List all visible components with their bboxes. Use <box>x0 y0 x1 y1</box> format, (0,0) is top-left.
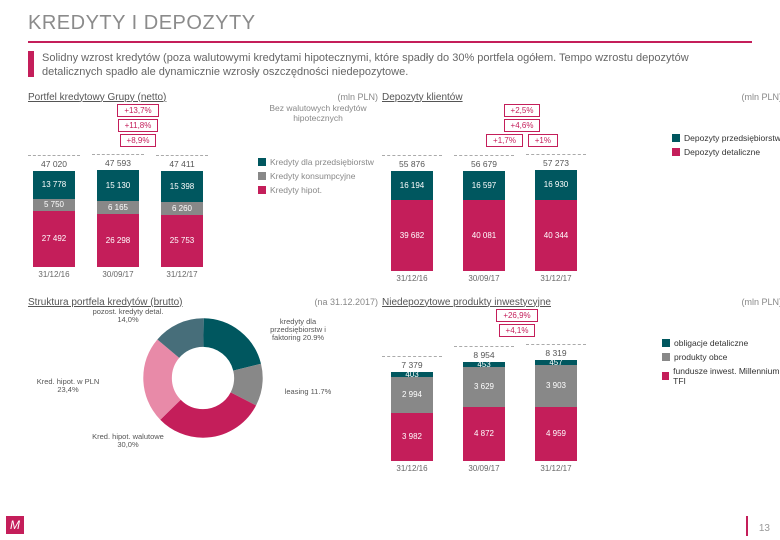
growth-badge: +1,7% <box>486 134 523 147</box>
growth-badge: +1% <box>528 134 558 147</box>
title-divider <box>28 41 752 43</box>
growth-badge: +26,9% <box>496 309 537 322</box>
bar-column: 47 41115 3986 26025 75331/12/17 <box>156 153 208 279</box>
nondep-section: Niedepozytowe produkty inwestycyjne (mln… <box>382 297 780 473</box>
legend-item: produkty obce <box>662 352 780 362</box>
bar-segment: 15 130 <box>97 170 139 201</box>
logo: M <box>6 516 24 534</box>
structure-title: Struktura portfela kredytów (brutto) <box>28 297 183 308</box>
loans-title: Portfel kredytowy Grupy (netto) <box>28 92 166 103</box>
bar-column: 57 27316 93040 34431/12/17 <box>526 152 586 283</box>
nondep-title: Niedepozytowe produkty inwestycyjne <box>382 297 551 308</box>
bar-segment: 15 398 <box>161 171 203 202</box>
bar-column: 55 87616 19439 68231/12/16 <box>382 153 442 283</box>
pie-label: kredyty dla przedsiębiorstw i faktoring … <box>258 318 338 343</box>
bullet-icon <box>28 51 34 77</box>
structure-section: Struktura portfela kredytów (brutto) (na… <box>28 297 378 473</box>
bar-segment: 6 165 <box>97 201 139 214</box>
corner-divider <box>746 516 748 536</box>
pie-label: Kred. hipot. w PLN 23,4% <box>28 378 108 395</box>
legend-item: Depozyty przedsiębiorstw <box>672 133 780 143</box>
bar-segment: 16 597 <box>463 171 505 200</box>
growth-badge: +13,7% <box>117 104 158 117</box>
unit: (mln PLN) <box>741 297 780 307</box>
bar-segment: 2 994 <box>391 377 433 413</box>
pie-label: leasing 11.7% <box>268 388 348 396</box>
bar-column: 7 3794032 9943 98231/12/16 <box>382 354 442 473</box>
bar-segment: 40 081 <box>463 200 505 271</box>
legend-item: Kredyty hipot. <box>258 185 378 195</box>
page-number: 13 <box>759 523 770 534</box>
donut-chart <box>143 318 263 438</box>
unit: (mln PLN) <box>337 92 378 102</box>
growth-badge: +4,1% <box>499 324 536 337</box>
legend-item: Kredyty dla przedsiębiorstw <box>258 157 378 167</box>
growth-badge: +2,5% <box>504 104 541 117</box>
comment: Bez walutowych kredytów hipotecznych <box>258 103 378 123</box>
bar-segment: 39 682 <box>391 200 433 271</box>
bar-segment: 16 194 <box>391 171 433 200</box>
bar-segment: 3 903 <box>535 365 577 407</box>
bar-segment: 25 753 <box>161 215 203 267</box>
loans-section: Portfel kredytowy Grupy (netto) (mln PLN… <box>28 92 378 283</box>
bar-segment: 6 260 <box>161 202 203 215</box>
growth-badge: +4,6% <box>504 119 541 132</box>
bar-column: 47 59315 1306 16526 29830/09/17 <box>92 152 144 279</box>
bar-segment: 13 778 <box>33 171 75 199</box>
bar-segment: 3 982 <box>391 413 433 461</box>
bar-segment: 3 629 <box>463 367 505 407</box>
legend-item: obligacje detaliczne <box>662 338 780 348</box>
bar-segment: 4 959 <box>535 407 577 461</box>
bar-column: 8 9544533 6294 87230/09/17 <box>454 344 514 473</box>
unit: (mln PLN) <box>741 92 780 102</box>
growth-badge: +11,8% <box>118 119 159 132</box>
legend-item: fundusze inwest. Millennium TFI <box>662 366 780 386</box>
bar-column: 47 02013 7785 75027 49231/12/16 <box>28 153 80 279</box>
subtitle: Solidny wzrost kredytów (poza walutowymi… <box>42 51 752 80</box>
bar-segment: 5 750 <box>33 199 75 211</box>
pie-label: Kred. hipot. walutowe 30,0% <box>88 433 168 450</box>
bar-column: 8 3194573 9034 95931/12/17 <box>526 342 586 473</box>
legend-item: Depozyty detaliczne <box>672 147 780 157</box>
bar-segment: 27 492 <box>33 211 75 267</box>
bar-segment: 4 872 <box>463 407 505 461</box>
bar-segment: 26 298 <box>97 214 139 267</box>
legend-item: Kredyty konsumpcyjne <box>258 171 378 181</box>
page-title: KREDYTY I DEPOZYTY <box>0 0 780 41</box>
asof: (na 31.12.2017) <box>314 297 378 307</box>
deposits-section: Depozyty klientów (mln PLN) +2,5% +4,6% … <box>382 92 780 283</box>
deposits-title: Depozyty klientów <box>382 92 463 103</box>
bar-segment: 40 344 <box>535 200 577 271</box>
growth-badge: +8,9% <box>120 134 157 147</box>
bar-column: 56 67916 59740 08130/09/17 <box>454 153 514 283</box>
pie-label: pozost. kredyty detal. 14,0% <box>88 308 168 325</box>
bar-segment: 16 930 <box>535 170 577 200</box>
